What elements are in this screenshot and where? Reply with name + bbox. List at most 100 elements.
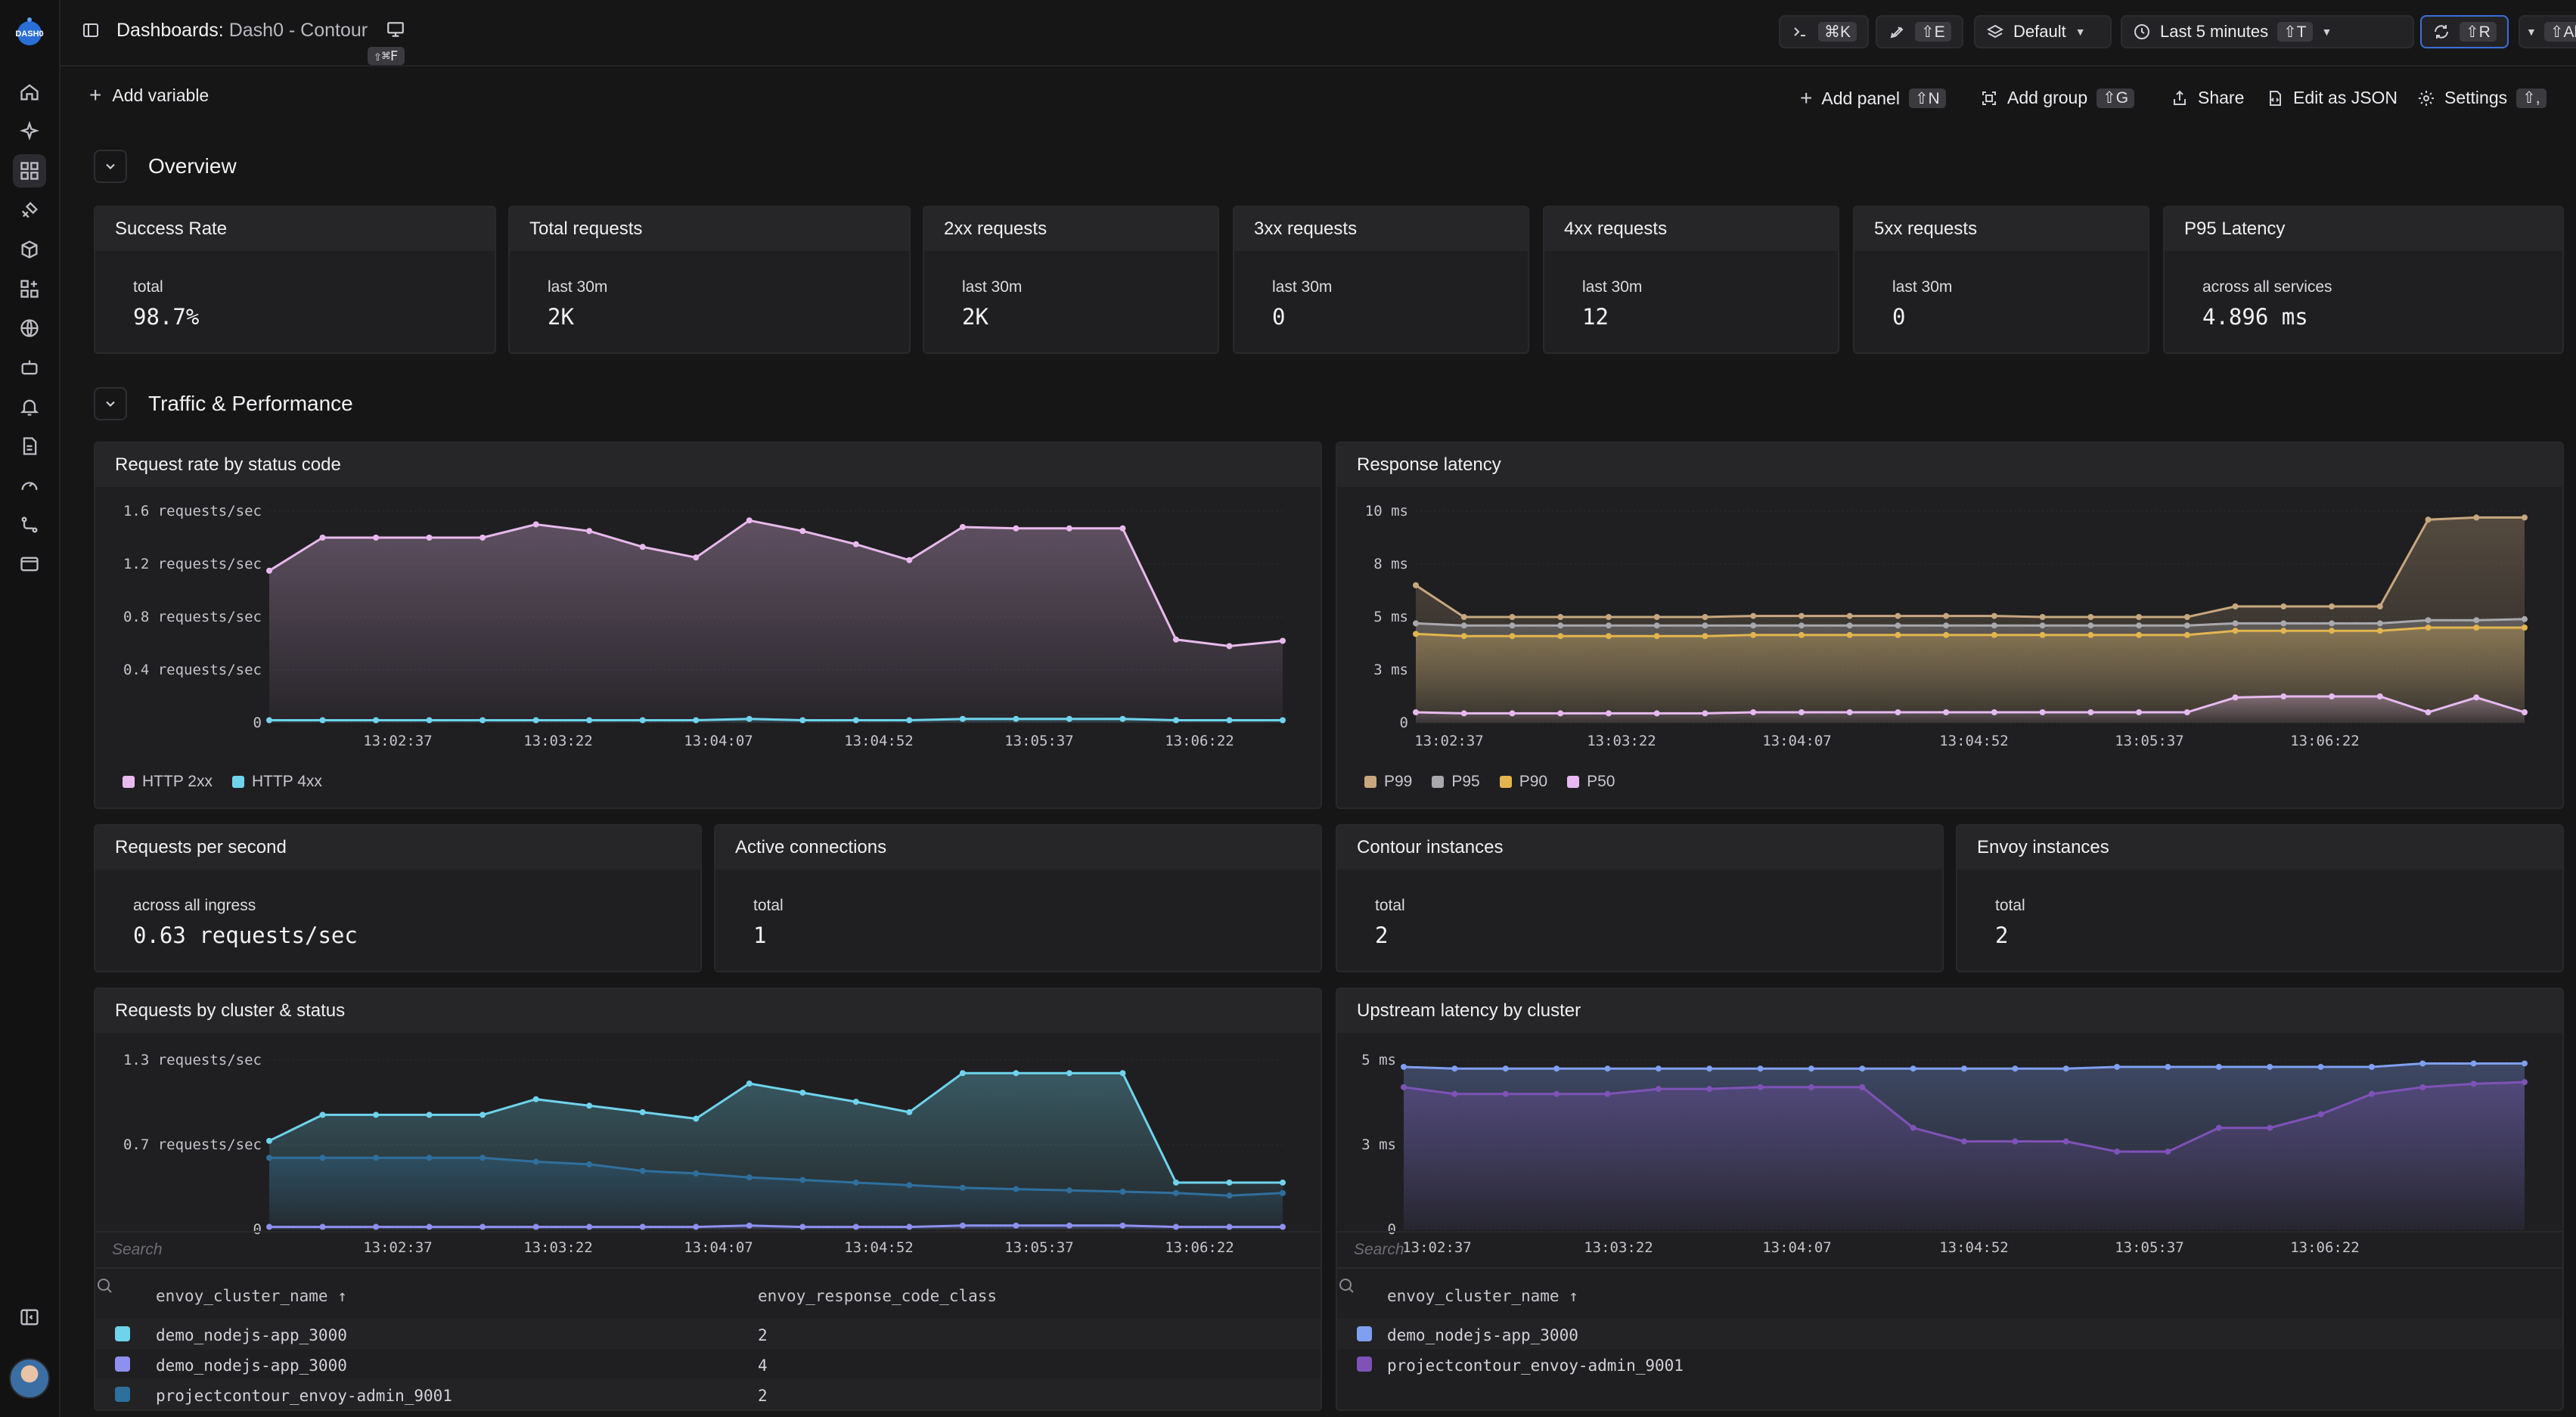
add-panel-button[interactable]: + Add panel ⇧N	[1800, 88, 1946, 109]
data-point	[906, 1108, 913, 1115]
time-range-select[interactable]: Last 5 minutes ⇧T ▼	[2121, 15, 2414, 48]
data-point	[1798, 622, 1805, 629]
traffic-collapse-button[interactable]	[94, 387, 127, 420]
panel-response-latency[interactable]: Response latency 0 3 ms 5 ms 8 ms 10 ms 13:02…	[1336, 442, 2564, 809]
legend-label: P99	[1384, 773, 1413, 790]
data-point	[2183, 709, 2190, 715]
rocket-kbd: ⇧E	[1915, 22, 1951, 42]
add-variable-label: Add variable	[112, 85, 209, 105]
stat-panel[interactable]: 3xx requests last 30m 0	[1233, 206, 1529, 354]
add-group-button[interactable]: Add group ⇧G	[1980, 88, 2135, 108]
stat-value: 0	[1892, 304, 1906, 330]
stat-panel[interactable]: 4xx requests last 30m 12	[1543, 206, 1839, 354]
add-variable-button[interactable]: + Add variable	[89, 85, 209, 106]
table-header-code-class[interactable]: envoy_response_code_class	[758, 1287, 998, 1305]
chevron-down-icon	[106, 163, 115, 169]
legend-item[interactable]: P95	[1432, 773, 1480, 791]
stat-unit: requests/sec	[199, 922, 358, 948]
table-header-cluster[interactable]: envoy_cluster_name ↑	[1387, 1287, 1578, 1305]
edit-json-button[interactable]: Edit as JSON	[2266, 88, 2398, 108]
data-point	[586, 1223, 593, 1230]
legend-item[interactable]: P99	[1364, 773, 1412, 791]
logs-icon[interactable]	[13, 429, 46, 463]
table-row[interactable]: demo_nodejs-app_3000 2	[95, 1319, 1321, 1349]
rocket-button[interactable]: ⇧E	[1876, 15, 1963, 48]
data-point	[693, 1170, 700, 1177]
data-point	[266, 567, 272, 574]
data-point	[1509, 614, 1516, 620]
table-row[interactable]: demo_nodejs-app_3000	[1337, 1319, 2562, 1349]
chevron-down-icon: ▼	[2075, 26, 2086, 38]
satellite-icon[interactable]	[13, 194, 46, 227]
stat-panel[interactable]: Requests per second across all ingress 0.6…	[94, 824, 702, 972]
dataset-select[interactable]: Default ▼	[1974, 15, 2112, 48]
data-point	[426, 1112, 433, 1118]
stat-panel[interactable]: Total requests last 30m 2K	[508, 206, 911, 354]
legend-item[interactable]: P90	[1499, 773, 1547, 791]
auto-refresh-select[interactable]: ▼ ⇧Alt+R	[2519, 15, 2576, 48]
bot-icon[interactable]	[13, 351, 46, 384]
data-point	[1895, 622, 1901, 629]
refresh-button[interactable]: ⇧R	[2420, 15, 2509, 48]
chevron-down-icon: ▼	[2321, 26, 2332, 38]
overview-collapse-button[interactable]	[94, 150, 127, 183]
data-point	[1013, 1070, 1020, 1077]
table-row[interactable]: demo_nodejs-app_3000 4	[95, 1349, 1321, 1379]
cube-icon[interactable]	[13, 233, 46, 266]
table-search[interactable]: Search	[1337, 1231, 2562, 1293]
sidebar-toggle-icon[interactable]	[82, 21, 100, 43]
stat-panel[interactable]: 5xx requests last 30m 0	[1853, 206, 2149, 354]
avatar[interactable]	[9, 1358, 50, 1399]
dash0-logo[interactable]: DASH0	[11, 15, 48, 48]
stat-panel[interactable]: Envoy instances total 2	[1956, 824, 2564, 972]
window-icon[interactable]	[13, 547, 46, 581]
legend-item[interactable]: HTTP 2xx	[123, 773, 213, 791]
stat-panel[interactable]: Success Rate total 98.7%	[94, 206, 496, 354]
terminal-button[interactable]: ⌘K	[1779, 15, 1870, 48]
bell-icon[interactable]	[13, 390, 46, 423]
stat-panel[interactable]: Contour instances total 2	[1336, 824, 1944, 972]
sparkle-icon[interactable]	[13, 115, 46, 148]
y-tick-label: 0	[253, 1221, 262, 1238]
data-point	[639, 1223, 646, 1230]
data-point	[319, 1223, 326, 1230]
data-point	[693, 554, 700, 561]
globe-icon[interactable]	[13, 312, 46, 345]
data-point	[2232, 620, 2239, 627]
table-search[interactable]: Search	[95, 1231, 1321, 1293]
data-point	[1895, 612, 1901, 619]
stat-panel[interactable]: 2xx requests last 30m 2K	[923, 206, 1219, 354]
collapse-sidebar-icon[interactable]	[13, 1301, 46, 1334]
panel-requests-by-cluster[interactable]: Requests by cluster & status 0 0.7 reques…	[94, 988, 1322, 1411]
stat-panel[interactable]: P95 Latency across all services 4.896 ms	[2163, 206, 2564, 354]
legend-item[interactable]: P50	[1567, 773, 1615, 791]
gauge-icon[interactable]	[13, 469, 46, 502]
services-icon[interactable]	[13, 272, 46, 305]
x-tick-label: 13:03:22	[1584, 1239, 1653, 1256]
breadcrumb: Dashboards: Dash0 - Contour	[116, 20, 368, 42]
settings-button[interactable]: Settings ⇧,	[2417, 88, 2547, 108]
series-line	[268, 1071, 1283, 1184]
upstream-latency-chart: 0 3 ms 5 ms 13:02:37 13:03:22 13:04:07 13:04:5…	[1361, 1052, 2528, 1256]
dashboard-name[interactable]: Dash0 - Contour	[228, 20, 368, 41]
home-icon[interactable]	[13, 76, 46, 109]
x-tick-label: 13:03:22	[523, 733, 593, 749]
table-row[interactable]: projectcontour_envoy-admin_9001	[1337, 1349, 2562, 1379]
data-point	[2522, 615, 2528, 622]
table-row[interactable]: projectcontour_envoy-admin_9001 2	[95, 1379, 1321, 1409]
stat-panel[interactable]: Active connections total 1	[714, 824, 1322, 972]
present-icon[interactable]	[386, 20, 405, 43]
panel-request-rate[interactable]: Request rate by status code 0 0.4 request…	[94, 442, 1322, 809]
panel-upstream-latency[interactable]: Upstream latency by cluster 0 3 ms 5 ms 13:…	[1336, 988, 2564, 1411]
legend-item[interactable]: HTTP 4xx	[231, 773, 322, 791]
data-point	[2522, 709, 2528, 715]
data-point	[1702, 622, 1709, 629]
stat-value-row: 0	[1892, 304, 1905, 330]
data-point	[1702, 710, 1709, 717]
route-icon[interactable]	[13, 508, 46, 541]
data-point	[266, 1137, 272, 1144]
table-header-cluster[interactable]: envoy_cluster_name ↑	[156, 1287, 347, 1305]
share-button[interactable]: Share	[2171, 88, 2244, 108]
dashboard-icon[interactable]	[13, 154, 46, 188]
data-point	[2280, 620, 2287, 627]
